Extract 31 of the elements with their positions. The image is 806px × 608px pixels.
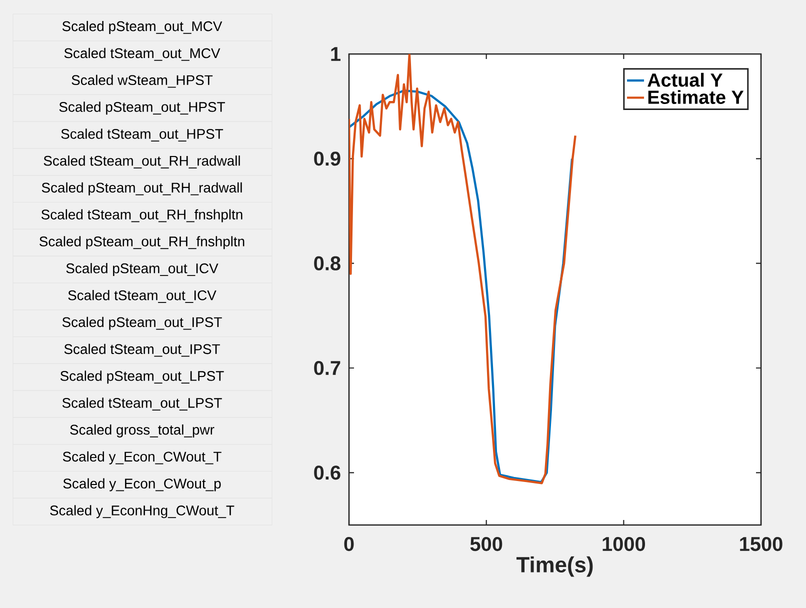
text: Scaled tSteam_out_RH_fnshpltn <box>41 209 242 222</box>
legend-label: Actual Y <box>648 72 723 87</box>
text: Scaled tSteam_out_LPST <box>62 398 222 410</box>
text: Scaled pSteam_out_MCV <box>62 20 222 34</box>
y-tick-label: 1 <box>331 47 340 61</box>
text: Scaled tSteam_out_HPST <box>61 128 224 142</box>
text: Scaled y_Econ_CWout_T <box>62 451 222 464</box>
text: Scaled pSteam_out_LPST <box>60 370 224 384</box>
text: Scaled y_Econ_CWout_p <box>63 478 221 492</box>
y-tick-label: 0.7 <box>314 360 340 376</box>
y-tick-label: 0.6 <box>314 466 340 480</box>
text: Scaled tSteam_out_IPST <box>64 344 220 357</box>
x-tick-label: 1000 <box>602 536 646 552</box>
text: Scaled tSteam_out_MCV <box>64 48 220 61</box>
x-tick-label: 1500 <box>740 536 782 552</box>
text: Scaled tSteam_out_RH_radwall <box>44 156 240 168</box>
text: Scaled pSteam_out_HPST <box>59 102 225 115</box>
y-tick-label: 0.8 <box>314 256 340 270</box>
text: Scaled pSteam_out_RH_fnshpltn <box>40 236 244 250</box>
y-tick-label: 0.9 <box>314 152 340 166</box>
x-tick-label: 0 <box>344 536 354 552</box>
text: Scaled pSteam_out_IPST <box>62 316 222 330</box>
x-axis-title: Time(s) <box>516 556 593 577</box>
text: Scaled pSteam_out_RH_radwall <box>42 182 242 196</box>
x-tick-label: 500 <box>470 536 502 552</box>
text: Scaled pSteam_out_ICV <box>66 263 218 276</box>
text: Scaled y_EconHng_CWout_T <box>50 505 234 518</box>
text: Scaled tSteam_out_ICV <box>68 290 216 303</box>
text: Scaled gross_total_pwr <box>70 424 214 438</box>
text: Scaled wSteam_HPST <box>72 74 213 88</box>
legend-label: Estimate Y <box>648 90 744 104</box>
